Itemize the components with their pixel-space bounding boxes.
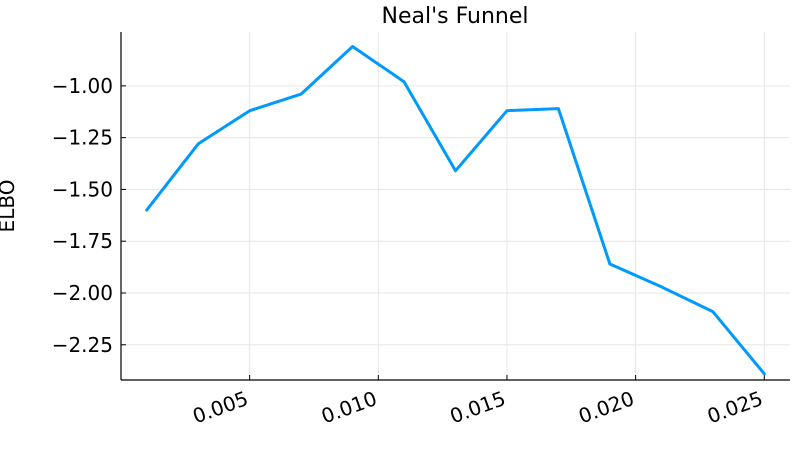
y-axis-label: ELBO — [0, 180, 19, 233]
x-tick-label: 0.005 — [189, 386, 251, 428]
x-tick-label: 0.025 — [704, 386, 766, 428]
y-tick-label: −1.00 — [52, 74, 113, 98]
x-tick-label: 0.010 — [318, 386, 380, 428]
y-tick-label: −1.50 — [52, 177, 113, 201]
y-ticks: −1.00 −1.25 −1.50 −1.75 −2.00 −2.25 — [52, 74, 126, 357]
y-tick-label: −1.75 — [52, 229, 113, 253]
x-tick-label: 0.015 — [447, 386, 509, 428]
axes — [120, 32, 790, 381]
y-tick-label: −1.25 — [52, 126, 113, 150]
y-tick-label: −2.00 — [52, 281, 113, 305]
series-line — [145, 45, 766, 376]
grid — [121, 32, 790, 380]
x-ticks: 0.005 0.010 0.015 0.020 0.025 — [189, 375, 766, 428]
x-tick-label: 0.020 — [575, 386, 637, 428]
series — [145, 45, 766, 376]
chart-title: Neal's Funnel — [381, 4, 528, 29]
y-tick-label: −2.25 — [52, 333, 113, 357]
